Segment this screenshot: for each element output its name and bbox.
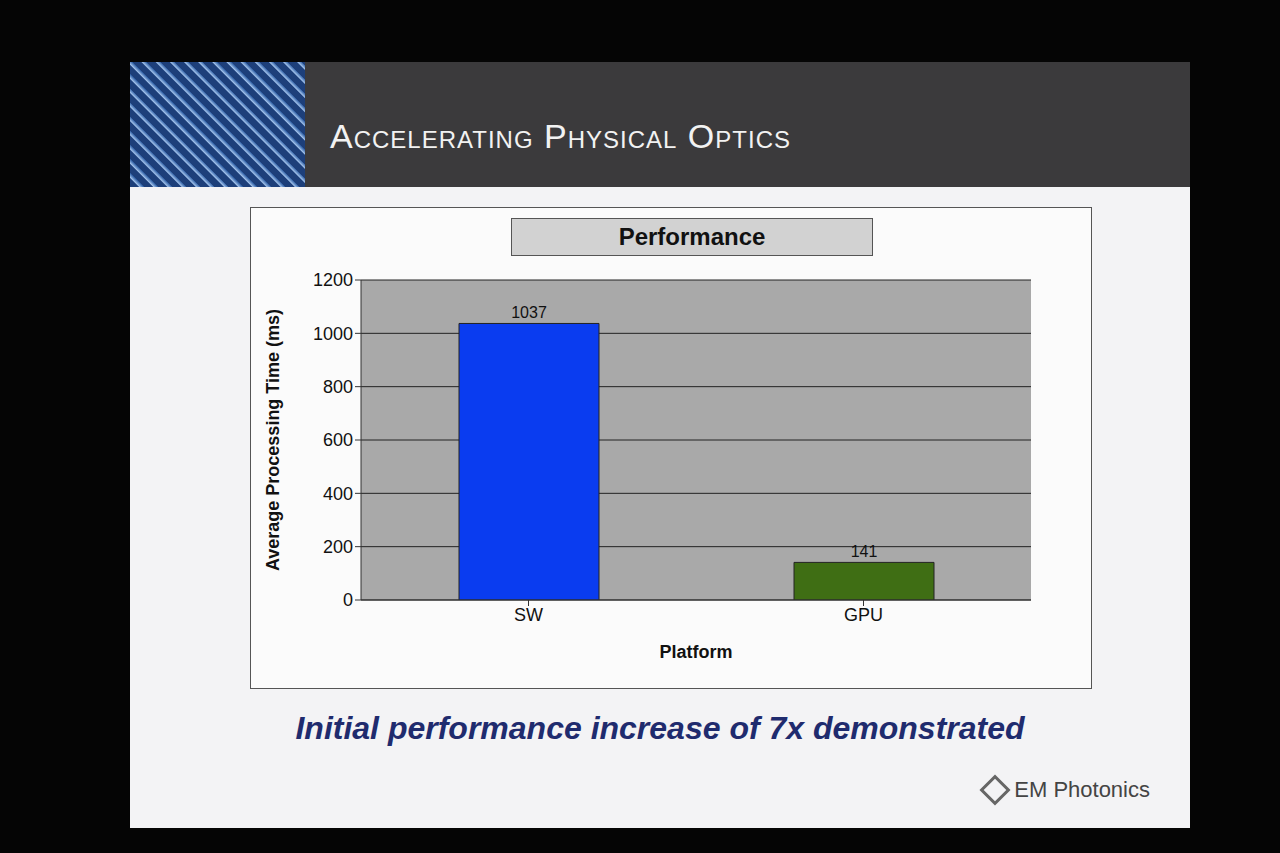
svg-text:141: 141 xyxy=(851,543,878,560)
svg-text:GPU: GPU xyxy=(844,605,883,625)
svg-text:Average Processing Time (ms): Average Processing Time (ms) xyxy=(263,309,283,571)
svg-text:200: 200 xyxy=(323,537,353,557)
html-text:Initial performance increase o: Initial performance increase of 7x demon… xyxy=(295,710,1025,746)
html-text:Accelerating Physical Optics: Accelerating Physical Optics xyxy=(330,117,791,155)
svg-text:Platform: Platform xyxy=(659,642,732,662)
svg-text:0: 0 xyxy=(343,590,353,610)
svg-text:1200: 1200 xyxy=(313,270,353,290)
html-text:EM Photonics: EM Photonics xyxy=(1014,777,1150,802)
svg-text:SW: SW xyxy=(514,605,543,625)
svg-text:400: 400 xyxy=(323,484,353,504)
html-text:Performance: Performance xyxy=(618,223,766,250)
svg-text:800: 800 xyxy=(323,377,353,397)
svg-text:1000: 1000 xyxy=(313,324,353,344)
svg-text:1037: 1037 xyxy=(511,304,547,321)
svg-text:600: 600 xyxy=(323,430,353,450)
